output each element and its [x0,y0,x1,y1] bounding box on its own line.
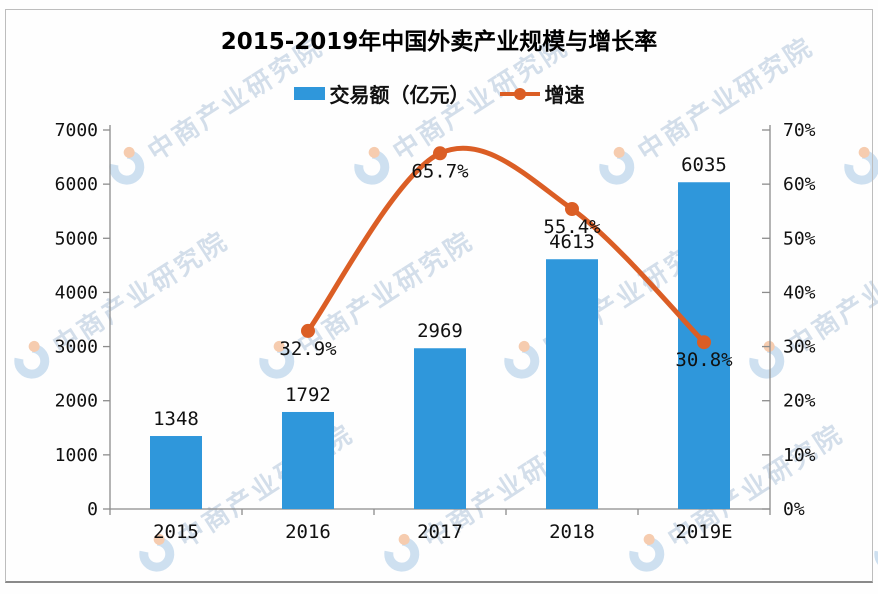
right-axis-tick-label: 70% [783,120,816,141]
bar-series-swatch-icon [293,87,325,100]
company-logo-icon [139,533,175,572]
growth-marker-2017 [433,146,447,161]
legend-label-growth: 增速 [544,83,585,107]
bar-2015 [150,436,202,509]
growth-marker-2018 [565,202,579,216]
right-axis-tick-label: 60% [783,174,816,195]
company-logo-icon [109,146,145,185]
left-axis-tick-label: 5000 [55,228,98,249]
legend: 交易额（亿元） 增速 [0,79,878,108]
bar-value-label: 6035 [681,154,727,176]
right-axis-tick-label: 50% [783,228,816,249]
bar-value-label: 1348 [153,408,199,430]
growth-marker-2019E [697,335,711,350]
left-axis-tick-label: 0 [87,499,98,520]
watermark: 中商产业研究院 [494,219,725,389]
bar-value-label: 4613 [549,231,595,253]
left-axis-tick-label: 4000 [55,282,98,303]
company-logo-icon [599,146,635,185]
left-axis-tick-label: 7000 [55,120,98,141]
right-axis-tick-label: 40% [783,282,816,303]
company-logo-icon [629,533,665,572]
line-series-swatch-icon [499,86,540,102]
growth-value-label: 55.4% [543,216,601,238]
watermark: 中商产业研究院 [4,219,235,389]
growth-value-label: 65.7% [411,160,469,182]
x-axis-label: 2019E [675,521,732,543]
company-logo-icon [14,340,50,379]
watermark: 中商产业研究院 [99,25,330,195]
left-axis-tick-label: 3000 [55,337,98,358]
legend-item-transactions: 交易额（亿元） [293,79,470,108]
left-axis-tick-label: 6000 [55,174,98,195]
watermark: 中商产业研究院 [619,412,850,582]
watermark: 中商产业研究院 [249,219,480,389]
chart-title: 2015-2019年中国外卖产业规模与增长率 [220,29,658,55]
company-logo-icon [354,146,390,185]
bar-2018 [546,259,598,509]
bar-value-label: 1792 [285,384,331,406]
watermark: 中商产业研究院 [834,25,878,195]
growth-line [305,145,707,345]
left-axis-tick-label: 2000 [55,391,98,412]
x-axis-label: 2015 [153,521,199,543]
right-axis-tick-label: 30% [783,337,816,358]
watermark: 中商产业研究院 [129,412,360,582]
x-axis-label: 2016 [285,521,331,543]
bar-2017 [414,348,466,509]
legend-item-growth: 增速 [499,79,585,108]
company-logo-icon [384,533,420,572]
right-axis-tick-label: 10% [783,445,816,466]
right-axis-tick-label: 20% [783,391,816,412]
right-axis-tick-label: 0% [783,499,805,520]
company-logo-icon [259,340,295,379]
growth-value-label: 30.8% [675,349,733,371]
bar-value-label: 2969 [417,320,463,342]
x-axis-label: 2017 [417,521,463,543]
line-swatch-marker [513,87,526,100]
company-logo-icon [504,340,540,379]
left-axis-tick-label: 1000 [55,445,98,466]
x-axis-label: 2018 [549,521,595,543]
company-logo-icon [844,146,878,185]
legend-label-transactions: 交易额（亿元） [329,83,470,107]
watermark: 中商产业研究院 [374,412,605,582]
bar-2016 [282,411,334,509]
growth-marker-2016 [301,323,315,338]
watermark: 中商产业研究院 [344,25,575,195]
growth-value-label: 32.9% [279,338,337,360]
watermark: 中商产业研究院 [589,25,820,195]
